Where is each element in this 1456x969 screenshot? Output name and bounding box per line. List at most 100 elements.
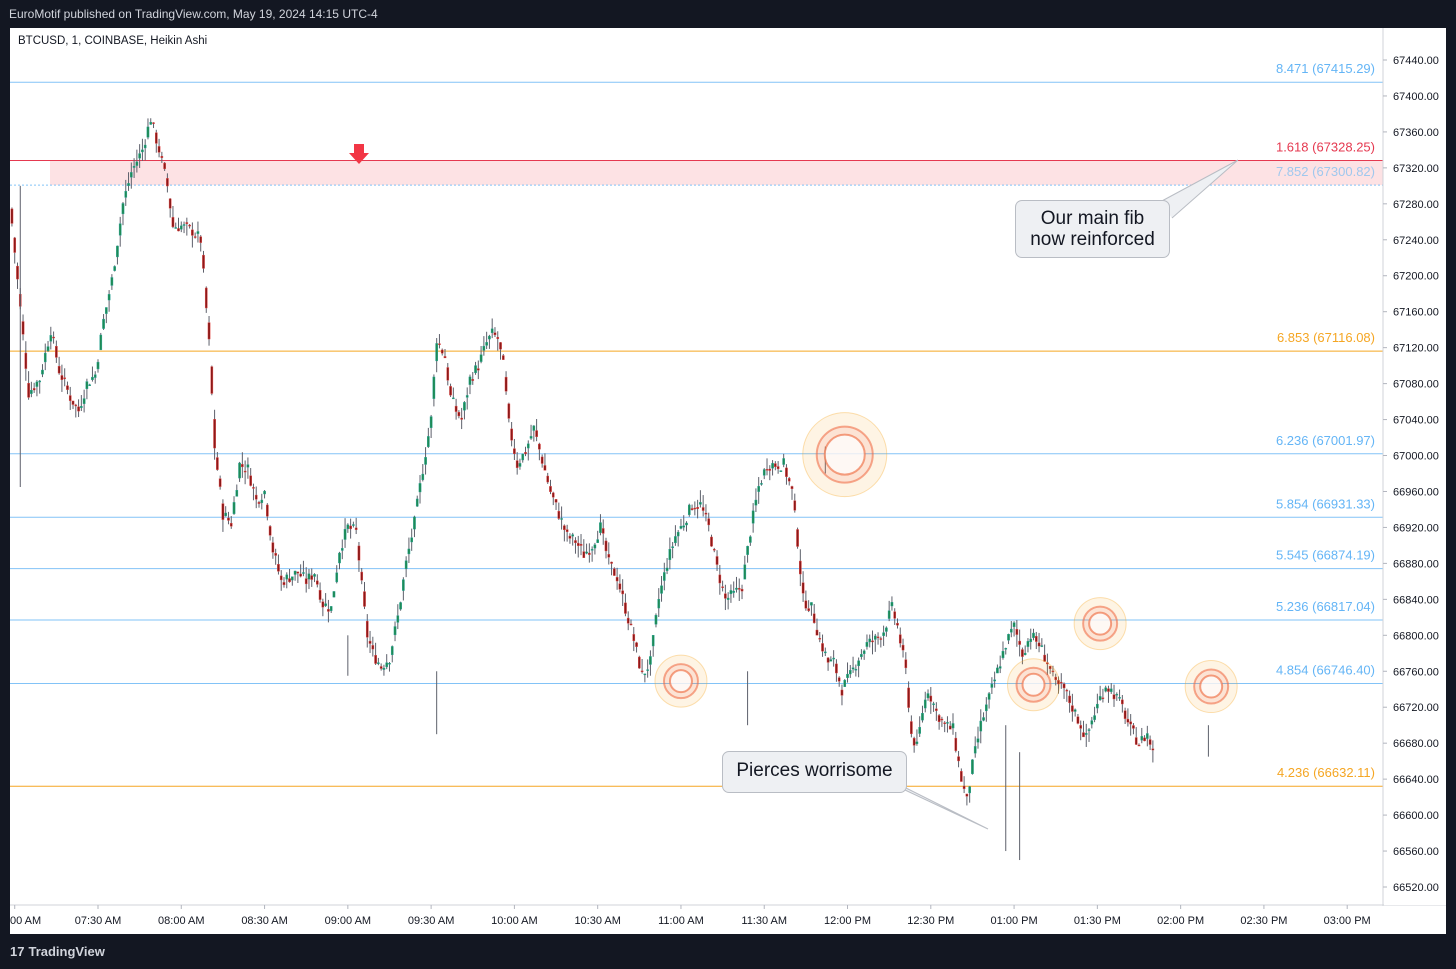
fib-zone-layer bbox=[50, 160, 1383, 186]
candle-up bbox=[754, 499, 758, 506]
candle-down bbox=[63, 377, 66, 379]
candle-up bbox=[1040, 645, 1044, 647]
candle-up bbox=[846, 673, 849, 678]
candle-down bbox=[954, 737, 958, 751]
fib-label-8: 4.854 (66746.40) bbox=[1276, 662, 1375, 677]
candle-down bbox=[374, 655, 377, 664]
candle-down bbox=[563, 525, 566, 531]
candle-up bbox=[465, 395, 469, 398]
candle-up bbox=[751, 510, 755, 524]
y-tick-label-8: 67120.00 bbox=[1393, 343, 1439, 355]
candle-up bbox=[99, 334, 103, 351]
publisher-line: EuroMotif published on TradingView.com, … bbox=[9, 7, 378, 21]
candle-up bbox=[671, 546, 674, 549]
candle-up bbox=[885, 627, 888, 632]
candle-down bbox=[588, 552, 591, 555]
candle-down bbox=[837, 677, 841, 682]
price-chart[interactable]: 8.471 (67415.29) 1.618 (67328.25) 7.852 (6… bbox=[10, 28, 1446, 934]
candle-down bbox=[901, 644, 905, 651]
candle-down bbox=[629, 623, 633, 626]
candle-down bbox=[1018, 640, 1021, 645]
candle-down bbox=[493, 332, 497, 336]
candle-up bbox=[1109, 688, 1113, 692]
y-tick-label-15: 66840.00 bbox=[1393, 594, 1439, 606]
candle-down bbox=[1054, 676, 1058, 681]
candle-down bbox=[1015, 629, 1019, 635]
candle-down bbox=[712, 549, 716, 551]
x-tick-label-2: 08:00 AM bbox=[158, 915, 204, 927]
candle-down bbox=[948, 725, 952, 730]
candle-up bbox=[482, 345, 486, 351]
y-tick-label-6: 67200.00 bbox=[1393, 271, 1439, 283]
candle-up bbox=[118, 223, 122, 236]
x-tick-label-13: 01:30 PM bbox=[1074, 915, 1121, 927]
candle-down bbox=[718, 574, 722, 584]
candle-down bbox=[818, 638, 822, 640]
candle-down bbox=[554, 499, 558, 503]
candle-up bbox=[665, 567, 669, 571]
candle-down bbox=[1151, 748, 1155, 751]
annotation-layer bbox=[349, 144, 1239, 830]
candle-down bbox=[935, 708, 938, 711]
candle-up bbox=[196, 231, 200, 234]
candle-up bbox=[85, 381, 89, 389]
time-axis[interactable]: 00 AM 07:30 AM 08:00 AM 08:30 AM 09:00 AM 09:… bbox=[10, 905, 1446, 934]
candle-up bbox=[332, 591, 336, 598]
tradingview-logo-mark: 17 bbox=[10, 944, 25, 959]
candle-down bbox=[793, 500, 797, 511]
tradingview-logo[interactable]: 17 TradingView bbox=[10, 944, 105, 959]
candle-down bbox=[304, 578, 308, 585]
candle-up bbox=[224, 512, 227, 517]
callout-main-fib[interactable]: Our main fib now reinforced bbox=[1015, 200, 1170, 258]
candle-down bbox=[57, 365, 61, 374]
candle-down bbox=[216, 457, 219, 470]
candle-up bbox=[377, 662, 380, 664]
candle-down bbox=[638, 656, 641, 669]
candle-down bbox=[327, 609, 330, 612]
candle-down bbox=[613, 568, 616, 576]
callout-pierces[interactable]: Pierces worrisome bbox=[722, 751, 907, 793]
price-axis[interactable]: 67440.00 67400.00 67360.00 67320.00 67280.00… bbox=[1383, 28, 1446, 905]
candle-down bbox=[740, 588, 744, 592]
candle-up bbox=[407, 548, 411, 555]
candle-down bbox=[1107, 688, 1110, 692]
candle-up bbox=[410, 537, 413, 543]
candle-down bbox=[199, 236, 203, 243]
candle-up bbox=[674, 536, 677, 544]
candle-down bbox=[618, 583, 622, 590]
candle-up bbox=[946, 722, 949, 724]
candle-down bbox=[443, 356, 447, 359]
candle-down bbox=[507, 403, 511, 419]
candle-up bbox=[782, 458, 785, 465]
candle-down bbox=[962, 785, 966, 789]
callout-main-fib-line2: now reinforced bbox=[1030, 229, 1155, 250]
candle-down bbox=[815, 629, 819, 636]
candle-down bbox=[227, 517, 230, 521]
candle-up bbox=[396, 615, 400, 623]
candle-down bbox=[601, 528, 605, 534]
candle-down bbox=[807, 608, 810, 611]
y-tick-label-7: 67160.00 bbox=[1393, 307, 1439, 319]
candle-down bbox=[321, 601, 325, 608]
candle-down bbox=[171, 217, 175, 228]
candle-down bbox=[471, 379, 475, 381]
candle-down bbox=[635, 642, 638, 647]
candle-up bbox=[657, 598, 661, 609]
candle-up bbox=[246, 464, 250, 468]
candle-up bbox=[596, 539, 599, 543]
candle-down bbox=[254, 494, 258, 500]
candle-up bbox=[1084, 733, 1088, 735]
candle-down bbox=[288, 578, 291, 583]
candle-up bbox=[335, 572, 339, 583]
candle-down bbox=[1143, 737, 1146, 742]
candle-down bbox=[790, 486, 794, 489]
x-tick-label-4: 09:00 AM bbox=[325, 915, 371, 927]
time-axis-bg bbox=[10, 906, 1446, 934]
candle-up bbox=[685, 522, 688, 526]
candle-down bbox=[204, 287, 208, 309]
candle-up bbox=[263, 490, 266, 495]
candle-up bbox=[593, 544, 597, 549]
candle-down bbox=[551, 492, 555, 498]
candle-down bbox=[696, 507, 699, 509]
candle-up bbox=[1096, 703, 1099, 709]
